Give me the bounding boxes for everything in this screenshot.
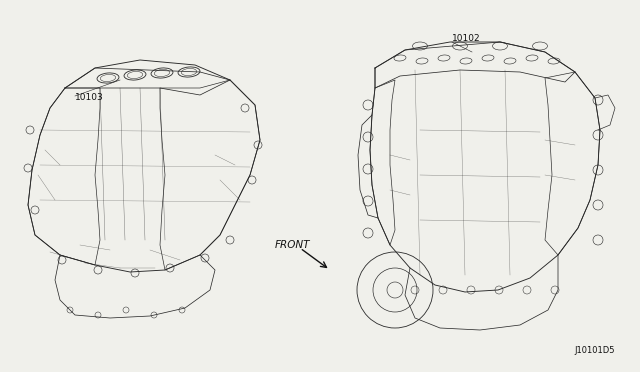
Text: J10101D5: J10101D5 [575, 346, 615, 355]
Text: 10102: 10102 [452, 33, 481, 42]
Text: 10103: 10103 [75, 93, 104, 102]
Text: FRONT: FRONT [275, 240, 310, 250]
